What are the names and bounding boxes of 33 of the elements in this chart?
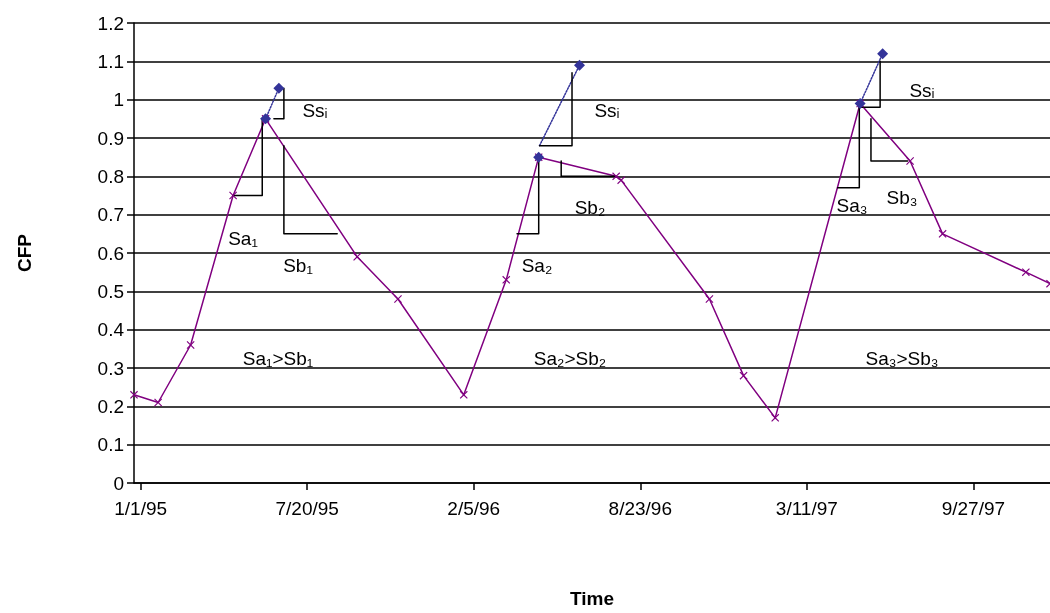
x-tick-label: 7/20/95 — [275, 498, 339, 519]
annotation: Ssᵢ — [594, 99, 620, 121]
y-tick-label: 0 — [113, 472, 124, 494]
y-tick-label: 1 — [113, 89, 124, 111]
x-tick-label: 8/23/96 — [608, 498, 672, 519]
x-tick-label: 3/11/97 — [775, 498, 838, 519]
y-tick-label: 0.1 — [97, 434, 124, 456]
y-tick-label: 0.6 — [97, 242, 124, 264]
annotation: Ssᵢ — [909, 79, 935, 101]
y-tick-label: 0.7 — [97, 204, 124, 226]
x-tick-label: 9/27/97 — [941, 498, 1006, 519]
annotation: Sa₁ — [228, 227, 258, 249]
y-axis-title: CFP — [14, 233, 35, 272]
y-tick-label: 0.8 — [97, 165, 124, 187]
annotation: Sa₁>Sb₁ — [242, 347, 314, 369]
y-tick-label: 1.1 — [97, 50, 124, 72]
y-tick-label: 0.3 — [97, 357, 124, 379]
annotation: Ssᵢ — [302, 99, 328, 121]
annotation: Sb₃ — [886, 186, 918, 208]
y-tick-label: 0.2 — [97, 395, 124, 417]
y-tick-label: 0.4 — [97, 319, 125, 341]
y-tick-label: 0.9 — [97, 127, 124, 149]
annotation: Sa₃>Sb₃ — [865, 347, 939, 369]
y-tick-label: 0.5 — [97, 280, 124, 302]
x-tick-label: 1/1/95 — [114, 498, 168, 519]
annotation: Sa₂ — [521, 254, 553, 276]
annotation: Sa₃ — [836, 194, 868, 216]
annotation: Sb₂ — [574, 196, 606, 218]
x-tick-label: 2/5/96 — [447, 498, 501, 519]
annotation: Sa₂>Sb₂ — [533, 347, 607, 369]
annotation: Sb₁ — [283, 254, 313, 276]
x-axis-title: Time — [569, 588, 615, 609]
y-tick-label: 1.2 — [97, 12, 124, 34]
